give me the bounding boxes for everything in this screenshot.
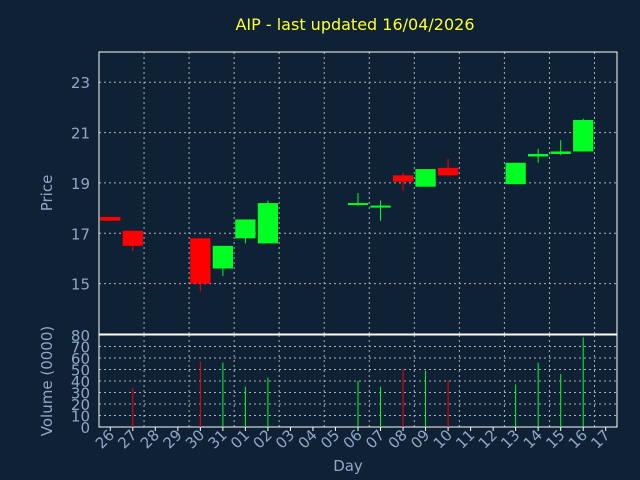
candle-body [437, 167, 459, 176]
volume-tick-label: 60 [71, 350, 90, 368]
day-axis-label: Day [333, 457, 363, 475]
volume-grid [99, 335, 617, 427]
price-tick-label: 17 [71, 225, 90, 243]
price-ticks: 15 17 19 21 23 [71, 74, 90, 293]
price-tick-label: 21 [71, 125, 90, 143]
volume-tick-label: 0 [80, 419, 90, 437]
candle-body [550, 151, 571, 154]
volume-axis-label: Volume (0000) [38, 326, 56, 436]
volume-tick-label: 20 [71, 396, 90, 414]
volume-tick-label: 30 [71, 385, 90, 403]
candle-body [347, 203, 369, 206]
price-tick-label: 19 [71, 175, 90, 193]
candle-body [190, 238, 211, 284]
candle-body [415, 169, 436, 187]
candle-body [100, 216, 121, 221]
candle-body [122, 230, 143, 246]
price-tick-label: 23 [71, 74, 90, 92]
candle-body [212, 245, 234, 269]
volume-tick-label: 40 [71, 373, 90, 391]
volume-bars [132, 337, 584, 427]
candle-body [257, 203, 279, 244]
volume-tick-label: 50 [71, 362, 90, 380]
candle-body [370, 205, 391, 208]
candle-body [573, 119, 594, 152]
volume-tick-label: 80 [71, 327, 90, 345]
price-plot-frame [98, 51, 618, 335]
price-tick-label: 15 [71, 276, 90, 294]
price-grid [99, 52, 617, 334]
price-axis-label: Price [38, 175, 56, 212]
candle-body [392, 175, 414, 182]
candle-body [235, 219, 256, 239]
candle-body [505, 162, 526, 185]
candle-body [528, 153, 549, 157]
volume-tick-label: 10 [71, 408, 90, 426]
chart-title: AIP - last updated 16/04/2026 [235, 15, 474, 34]
candles [100, 118, 594, 292]
price-panel: 15 17 19 21 23 Price [38, 51, 618, 335]
volume-tick-label: 70 [71, 339, 90, 357]
day-axis-ticks: 2627282930310102030405060708091011121314… [92, 426, 614, 452]
